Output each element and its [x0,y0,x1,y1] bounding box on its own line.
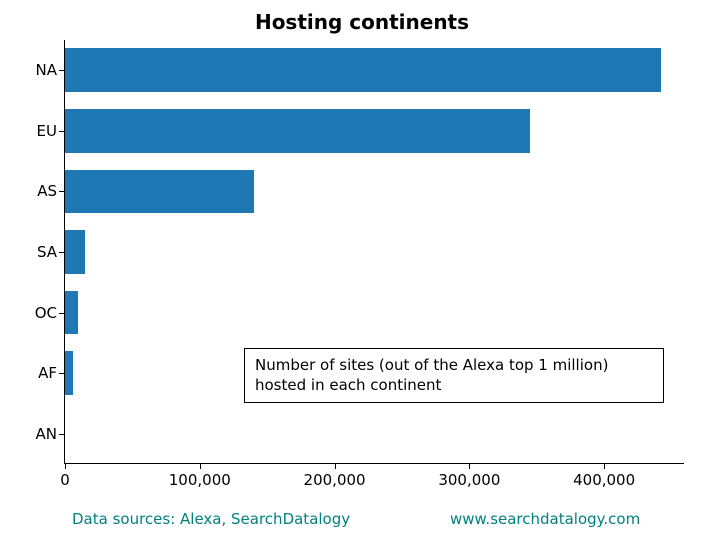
ytick-label-an: AN [36,425,65,443]
xtick-label-400000: 400,000 [573,463,635,489]
ytick-label-sa: SA [37,243,65,261]
ytick-label-af: AF [38,364,65,382]
ytick-label-as: AS [37,182,65,200]
ytick-label-eu: EU [37,122,65,140]
bar-na [65,48,661,92]
annotation-line1: Number of sites (out of the Alexa top 1 … [255,356,608,374]
xtick-label-300000: 300,000 [438,463,500,489]
bar-oc [65,291,78,335]
ytick-label-oc: OC [35,304,65,322]
footer-left: Data sources: Alexa, SearchDatalogy [72,510,350,528]
bar-af [65,351,73,395]
chart-title: Hosting continents [0,10,724,34]
xtick-label-0: 0 [60,463,70,489]
bar-sa [65,230,85,274]
xtick-label-100000: 100,000 [169,463,231,489]
bar-as [65,170,254,214]
ytick-label-na: NA [36,61,65,79]
annotation-line2: hosted in each continent [255,376,441,394]
chart-container: Hosting continents NA EU AS SA OC AF AN 0 100,00… [0,0,724,540]
annotation-box: Number of sites (out of the Alexa top 1 … [244,348,664,403]
footer-right: www.searchdatalogy.com [450,510,640,528]
xtick-label-200000: 200,000 [304,463,366,489]
bar-eu [65,109,530,153]
